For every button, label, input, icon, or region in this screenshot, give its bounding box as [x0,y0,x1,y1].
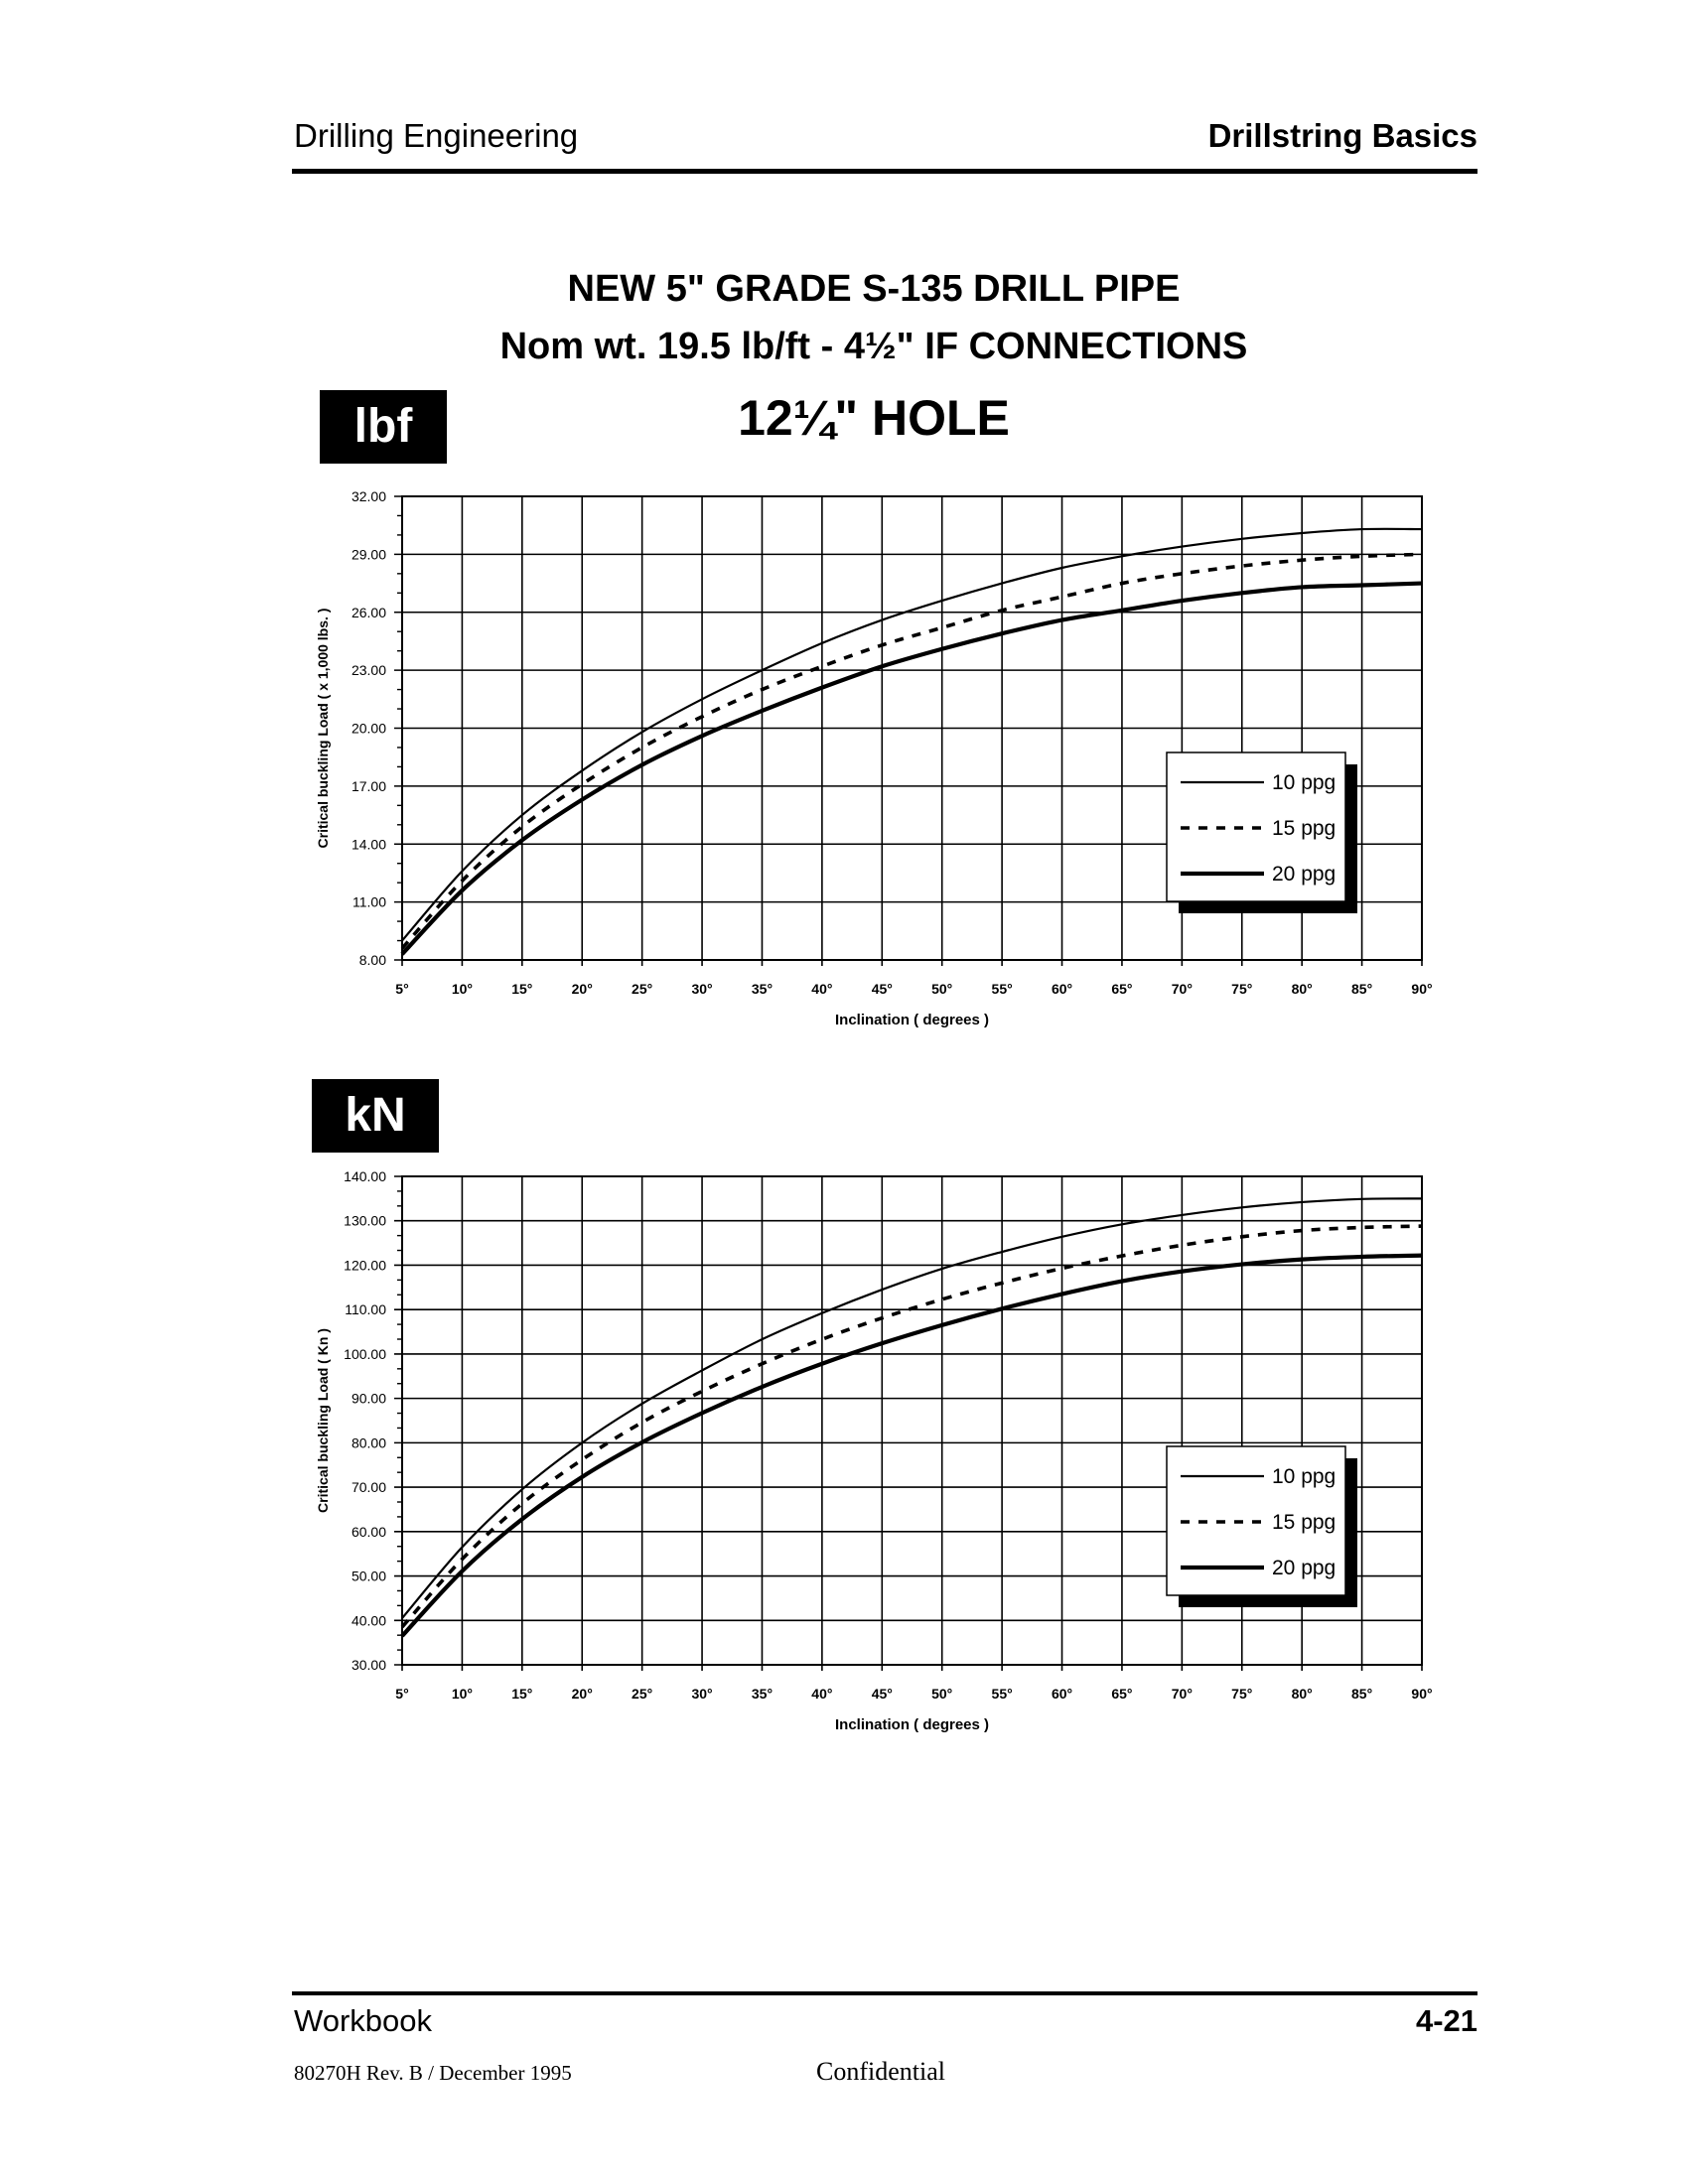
y-tick-label: 20.00 [352,721,386,737]
unit-badge-lbf: lbf [320,390,447,464]
x-tick-label: 15° [511,981,532,997]
x-tick-label: 50° [931,1686,952,1702]
header-rule [292,169,1477,174]
chart-title-line2: Nom wt. 19.5 lb/ft - 4½" IF CONNECTIONS [499,326,1248,367]
chart-kn: 5° 10° 15° 20° 25° 30° 35° 40° 45° 50° 55° 60° 65° 70… [315,1168,1433,1733]
y-tick-label: 30.00 [352,1657,386,1673]
header-chapter-title: Drillstring Basics [1207,117,1477,154]
y-tick-label: 120.00 [344,1257,386,1273]
y-tick-label: 140.00 [344,1168,386,1184]
x-axis-label: Inclination ( degrees ) [835,1716,989,1733]
x-tick-label: 65° [1111,1686,1132,1702]
legend-label: 20 ppg [1272,863,1336,886]
x-tick-label: 45° [872,981,893,997]
unit-badge-kn: kN [312,1079,439,1153]
x-tick-label: 75° [1231,981,1252,997]
page-number: 4-21 [1415,2003,1477,2038]
y-tick-label: 50.00 [352,1569,386,1584]
series-line-10-ppg [401,527,1423,942]
x-tick-label: 5° [395,1686,408,1702]
x-tick-label: 35° [752,1686,773,1702]
legend-label: 10 ppg [1272,771,1336,794]
x-tick-label: 55° [992,1686,1013,1702]
x-tick-label: 80° [1292,981,1313,997]
x-tick-label: 60° [1052,981,1072,997]
x-tick-label: 25° [632,981,652,997]
x-tick-label: 60° [1052,1686,1072,1702]
x-tick-label: 10° [452,981,473,997]
x-tick-label: 85° [1351,1686,1372,1702]
y-tick-label: 29.00 [352,546,386,562]
y-tick-label: 8.00 [359,952,386,968]
series-line-10-ppg [401,1197,1423,1619]
y-tick-label: 17.00 [352,778,386,794]
y-axis-label: Critical buckling Load ( x 1,000 lbs. ) [315,609,331,849]
header-section-title: Drilling Engineering [294,117,579,154]
x-tick-label: 20° [572,1686,593,1702]
y-tick-label: 26.00 [352,605,386,620]
x-tick-label: 10° [452,1686,473,1702]
y-tick-label: 11.00 [352,894,386,910]
x-tick-label: 5° [395,981,408,997]
y-tick-label: 40.00 [352,1612,386,1628]
y-axis-label: Critical buckling Load ( Kn ) [315,1328,331,1513]
chart-title-line1: NEW 5" GRADE S-135 DRILL PIPE [567,268,1181,310]
x-tick-label: 90° [1411,981,1432,997]
y-tick-label: 14.00 [352,836,386,852]
y-tick-label: 80.00 [352,1434,386,1450]
y-tick-label: 90.00 [352,1391,386,1407]
x-tick-label: 20° [572,981,593,997]
x-tick-label: 70° [1172,981,1193,997]
x-axis-label: Inclination ( degrees ) [835,1012,989,1028]
x-tick-label: 40° [811,981,832,997]
confidential-note: Confidential [816,2057,945,2086]
x-tick-label: 85° [1351,981,1372,997]
x-tick-label: 75° [1231,1686,1252,1702]
series-line-15-ppg [400,1224,1423,1629]
x-tick-label: 50° [931,981,952,997]
revision-note: 80270H Rev. B / December 1995 [294,2061,572,2085]
series-line-20-ppg [400,581,1423,956]
x-tick-label: 90° [1411,1686,1432,1702]
y-tick-label: 32.00 [352,488,386,504]
legend-label: 15 ppg [1272,817,1336,840]
y-tick-label: 100.00 [344,1346,386,1362]
footer-workbook: Workbook [294,2003,432,2038]
chart-title-line3: 12¼" HOLE [738,390,1010,446]
x-tick-label: 45° [872,1686,893,1702]
y-tick-label: 60.00 [352,1524,386,1540]
y-tick-label: 130.00 [344,1213,386,1229]
chart-lbf: 5° 10° 15° 20° 25° 30° 35° 40° 45° 50° 55° 60° 65° 70… [315,488,1433,1028]
y-tick-label: 23.00 [352,662,386,678]
legend-label: 20 ppg [1272,1557,1336,1579]
x-tick-label: 65° [1111,981,1132,997]
plot-frame [401,495,1423,961]
x-tick-label: 40° [811,1686,832,1702]
x-tick-label: 70° [1172,1686,1193,1702]
x-tick-label: 80° [1292,1686,1313,1702]
series-line-15-ppg [400,552,1423,950]
plot-frame [401,1175,1423,1666]
x-tick-label: 15° [511,1686,532,1702]
x-tick-label: 35° [752,981,773,997]
footer-rule [292,1991,1477,1995]
x-tick-label: 25° [632,1686,652,1702]
x-tick-label: 55° [992,981,1013,997]
x-tick-label: 30° [691,981,712,997]
y-tick-label: 70.00 [352,1479,386,1495]
series-line-20-ppg [400,1253,1423,1638]
legend-label: 15 ppg [1272,1511,1336,1534]
legend-label: 10 ppg [1272,1465,1336,1488]
x-tick-label: 30° [691,1686,712,1702]
y-tick-label: 110.00 [345,1301,386,1317]
